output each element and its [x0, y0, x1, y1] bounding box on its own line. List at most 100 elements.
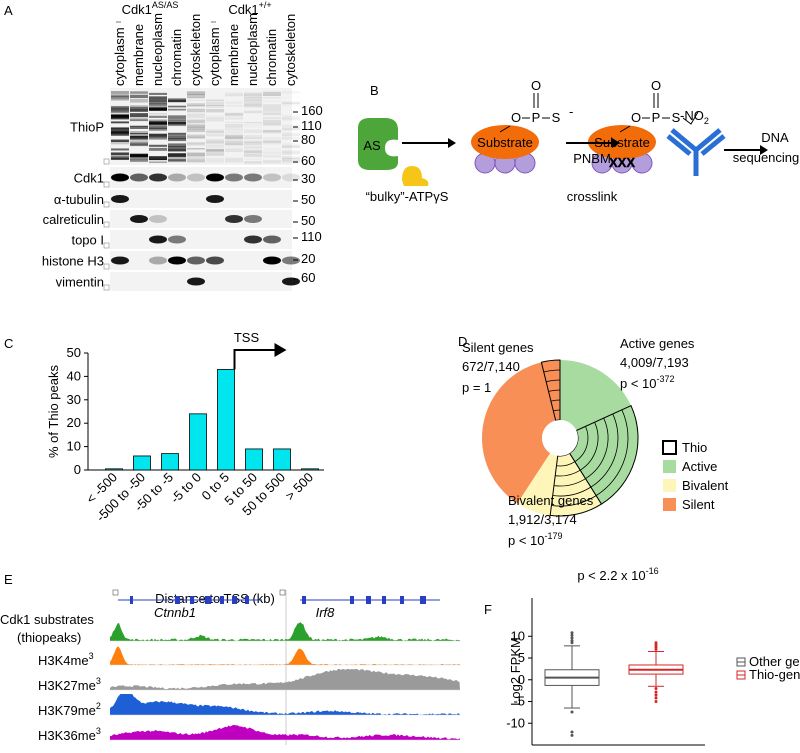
blot-smear: [225, 135, 243, 139]
y-tick-label: 40: [67, 368, 81, 383]
exon: [350, 596, 354, 604]
blot-smear: [187, 158, 205, 163]
thio-hatch: [555, 469, 581, 477]
blot-smear: [263, 141, 281, 145]
track-label-base: H3K36me: [38, 728, 96, 743]
y-tick-label: 50: [67, 345, 81, 360]
blot-strip: [110, 190, 292, 208]
thio-hatch: [595, 409, 629, 496]
blot-smear: [187, 129, 205, 132]
blot-smear: [244, 140, 262, 143]
blot-smear: [149, 92, 167, 95]
blot-smear: [206, 140, 224, 145]
blot-smear: [168, 153, 186, 158]
blot-smear: [149, 105, 167, 109]
fraction-label: cytoplasm: [112, 27, 127, 86]
blot-smear: [244, 141, 262, 146]
blot-smear: [149, 156, 167, 160]
y-tick-label: -5: [513, 694, 525, 709]
blot-band: [130, 215, 148, 223]
blot-band: [168, 256, 186, 265]
blot-smear: [206, 105, 224, 108]
blot-band: [225, 215, 243, 223]
fraction-label: nucleoplasm: [245, 13, 260, 86]
blot-smear: [130, 153, 148, 158]
panel-letter: C: [4, 336, 13, 351]
blot-smear: [187, 124, 205, 128]
blot-smear: [225, 135, 243, 139]
pie-slice: [481, 360, 560, 504]
legend-swatch: [663, 460, 676, 473]
y-tick-label: 0: [518, 672, 525, 687]
blot-smear: [282, 129, 300, 130]
y-tick-label: 0: [74, 462, 81, 477]
signal-track: [110, 669, 460, 690]
thio-hatch: [579, 422, 599, 471]
fraction-label: nucleoplasm: [150, 13, 165, 86]
blot-smear: [168, 158, 186, 162]
blot-smear: [130, 158, 148, 161]
blot-smear: [168, 122, 186, 127]
exon: [232, 596, 237, 604]
blot-smear: [187, 136, 205, 138]
blot-smear: [187, 152, 205, 157]
blot-smear: [225, 141, 243, 146]
crosslink-tail: [682, 111, 699, 125]
blot-smear: [111, 153, 129, 155]
blot-smear: [187, 126, 205, 131]
bar: [245, 448, 263, 471]
blot-smear: [187, 130, 205, 133]
blot-strip: [110, 230, 292, 249]
bar: [133, 455, 151, 471]
chart-annotation-sup: -16: [646, 566, 659, 576]
atom-o-top: O: [651, 78, 661, 93]
blot-smear: [149, 126, 167, 129]
blot-smear: [168, 134, 186, 137]
mw-marker: 60: [301, 270, 315, 285]
mw-marker: 60: [301, 153, 315, 168]
blot-smear: [206, 157, 224, 161]
blot-smear: [168, 100, 186, 103]
blot-smear: [168, 156, 186, 158]
blot-smear: [111, 108, 129, 112]
blot-smear: [282, 136, 300, 140]
y-tick-label: 30: [67, 392, 81, 407]
blot-smear: [263, 100, 281, 102]
track-label-base: H3K4me: [38, 653, 89, 668]
blot-smear: [187, 155, 205, 160]
substrate-label: Substrate: [594, 135, 650, 150]
blot-smear: [225, 146, 243, 150]
blot-smear: [206, 141, 224, 144]
blot-smear: [263, 156, 281, 158]
blot-smear: [206, 99, 224, 102]
blot-smear: [244, 125, 262, 128]
blot-smear: [149, 113, 167, 115]
blot-smear: [187, 96, 205, 99]
blot-smear: [282, 133, 300, 137]
outlier: [570, 733, 574, 737]
atom-o-top: O: [531, 78, 541, 93]
blot-smear: [206, 149, 224, 153]
pie-hole: [542, 420, 578, 456]
blot-smear: [263, 130, 281, 133]
blot-smear: [206, 132, 224, 133]
blot-smear: [130, 117, 148, 122]
blot-smear: [149, 99, 167, 102]
blot-smear: [149, 133, 167, 137]
blot-smear: [149, 93, 167, 96]
blot-smear: [263, 113, 281, 115]
blot-smear: [244, 149, 262, 154]
mw-marker: 50: [301, 213, 315, 228]
blot-smear: [187, 99, 205, 101]
thio-hatch: [552, 486, 592, 497]
blot-smear: [149, 107, 167, 111]
blot-smear: [263, 91, 281, 95]
blot-smear: [130, 141, 148, 145]
blot-smear: [206, 153, 224, 156]
atp-label: “bulky”-ATPγS: [366, 189, 449, 204]
blot-smear: [111, 95, 129, 97]
blot-corner: [103, 263, 110, 270]
blot-band: [111, 173, 129, 182]
blot-smear: [263, 119, 281, 123]
arrow-head: [760, 145, 768, 155]
